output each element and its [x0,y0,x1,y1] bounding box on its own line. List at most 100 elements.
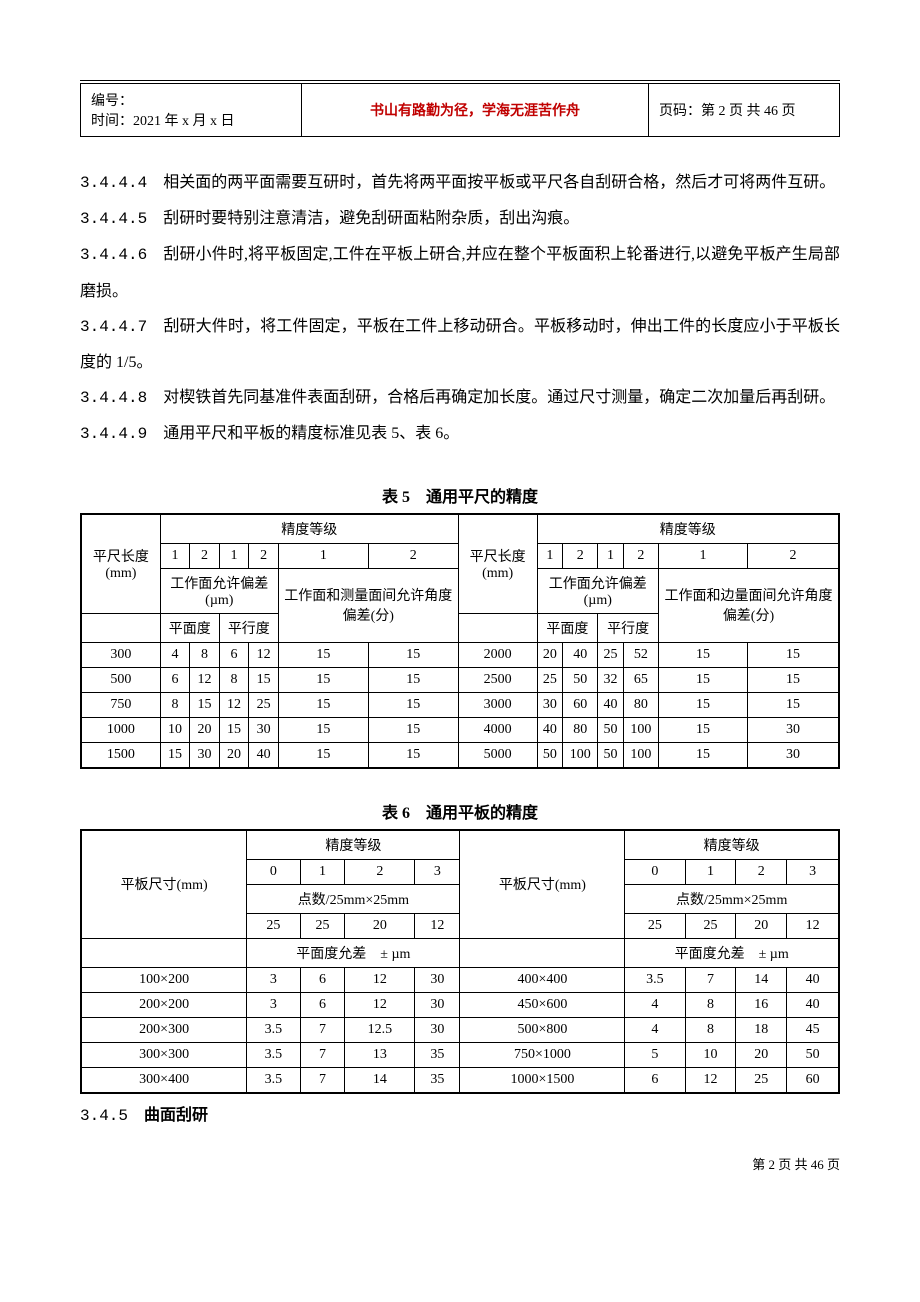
table-cell: 3000 [458,692,537,717]
table-row: 100010201530151540004080501001530 [81,717,839,742]
table-cell: 45 [787,1017,839,1042]
header-left-cell: 编号： 时间：2021 年 x 月 x 日 [81,84,302,137]
table-cell: 100 [623,742,658,768]
t5-g: 1 [219,543,249,568]
body-text: 3.4.4.4 相关面的两平面需要互研时，首先将两平面按平板或平尺各自刮研合格，… [80,165,840,453]
table-cell: 12 [345,992,415,1017]
para-num-6: 3.4.4.9 [80,425,147,443]
table-cell: 1000×1500 [460,1067,625,1093]
table-row: 300×4003.5714351000×15006122560 [81,1067,839,1093]
table-cell: 5 [625,1042,685,1067]
t6-pt: 20 [736,913,787,938]
table-cell: 15 [160,742,190,768]
table-cell: 100 [623,717,658,742]
t5-blank [81,613,160,642]
table-cell: 30 [249,717,279,742]
top-rule [80,80,840,81]
table-cell: 10 [685,1042,736,1067]
header-page: 页码：第 2 页 共 46 页 [649,84,840,137]
table-cell: 15 [190,692,220,717]
t5-blank [458,613,537,642]
t6-g: 1 [300,859,345,884]
table6-caption: 表 6 通用平板的精度 [80,799,840,823]
table-cell: 8 [190,642,220,667]
table-cell: 52 [623,642,658,667]
table-cell: 16 [736,992,787,1017]
table-cell: 8 [160,692,190,717]
para-4: 刮研大件时，将工件固定，平板在工件上移动研合。平板移动时，伸出工件的长度应小于平… [80,318,840,371]
t6-h-pts-l: 点数/25mm×25mm [247,884,460,913]
table6: 平板尺寸(mm) 精度等级 平板尺寸(mm) 精度等级 0 1 2 3 0 1 … [80,829,840,1094]
t6-pt: 12 [787,913,839,938]
table-cell: 40 [598,692,624,717]
table-cell: 750 [81,692,160,717]
table-cell: 8 [685,992,736,1017]
table-cell: 8 [685,1017,736,1042]
time-label: 时间： [91,114,133,129]
t6-pt: 12 [415,913,460,938]
table-cell: 50 [598,717,624,742]
table-cell: 4 [625,992,685,1017]
table-cell: 14 [736,967,787,992]
table-cell: 20 [190,717,220,742]
table-cell: 15 [368,667,458,692]
header-motto: 书山有路勤为径，学海无涯苦作舟 [302,84,649,137]
t5-h-prec-r: 精度等级 [537,514,839,544]
table5: 平尺长度(mm) 精度等级 平尺长度(mm) 精度等级 1 2 1 2 1 2 … [80,513,840,769]
table-cell: 15 [278,742,368,768]
table-cell: 15 [748,692,840,717]
t5-h-par-l: 平行度 [219,613,278,642]
table-cell: 40 [787,992,839,1017]
t6-g: 3 [787,859,839,884]
t6-h-tol-l: 平面度允差 ± µm [247,938,460,967]
table-cell: 30 [415,992,460,1017]
table-cell: 32 [598,667,624,692]
t5-h-flat-l: 平面度 [160,613,219,642]
table-cell: 15 [278,642,368,667]
table-cell: 35 [415,1042,460,1067]
t6-g: 0 [625,859,685,884]
table-cell: 100×200 [81,967,247,992]
t5-g: 1 [160,543,190,568]
t6-pt: 25 [300,913,345,938]
table5-caption: 表 5 通用平尺的精度 [80,483,840,507]
table-cell: 50 [598,742,624,768]
table-cell: 15 [748,667,840,692]
t6-g: 1 [685,859,736,884]
table-cell: 25 [249,692,279,717]
table-cell: 50 [537,742,563,768]
table-cell: 15 [748,642,840,667]
table-cell: 60 [787,1067,839,1093]
table-cell: 7 [300,1067,345,1093]
time-line: 时间：2021 年 x 月 x 日 [91,110,291,130]
t5-g: 2 [563,543,598,568]
table-cell: 40 [537,717,563,742]
table-cell: 3.5 [625,967,685,992]
section-title: 曲面刮研 [128,1107,208,1124]
bianhao-label: 编号： [91,94,133,109]
table-cell: 10 [160,717,190,742]
table-cell: 13 [345,1042,415,1067]
table-cell: 15 [278,717,368,742]
table-cell: 1000 [81,717,160,742]
para-3: 刮研小件时,将平板固定,工件在平板上研合,并应在整个平板面积上轮番进行,以避免平… [80,246,840,299]
table-cell: 60 [563,692,598,717]
table-cell: 1500 [81,742,160,768]
table-row: 1500153020401515500050100501001530 [81,742,839,768]
table-cell: 15 [658,692,747,717]
page-label: 页码： [659,104,701,119]
t5-g: 2 [190,543,220,568]
table-cell: 25 [598,642,624,667]
table-row: 3004861215152000204025521515 [81,642,839,667]
table-cell: 2500 [458,667,537,692]
table-cell: 15 [658,642,747,667]
table-cell: 12.5 [345,1017,415,1042]
t5-h-len-r: 平尺长度(mm) [458,514,537,614]
section-3-4-5: 3.4.5 曲面刮研 [80,1098,840,1134]
t6-blank [460,938,625,967]
t5-g: 1 [598,543,624,568]
table-cell: 18 [736,1017,787,1042]
table-cell: 5000 [458,742,537,768]
table-cell: 7 [300,1042,345,1067]
t5-g: 1 [658,543,747,568]
